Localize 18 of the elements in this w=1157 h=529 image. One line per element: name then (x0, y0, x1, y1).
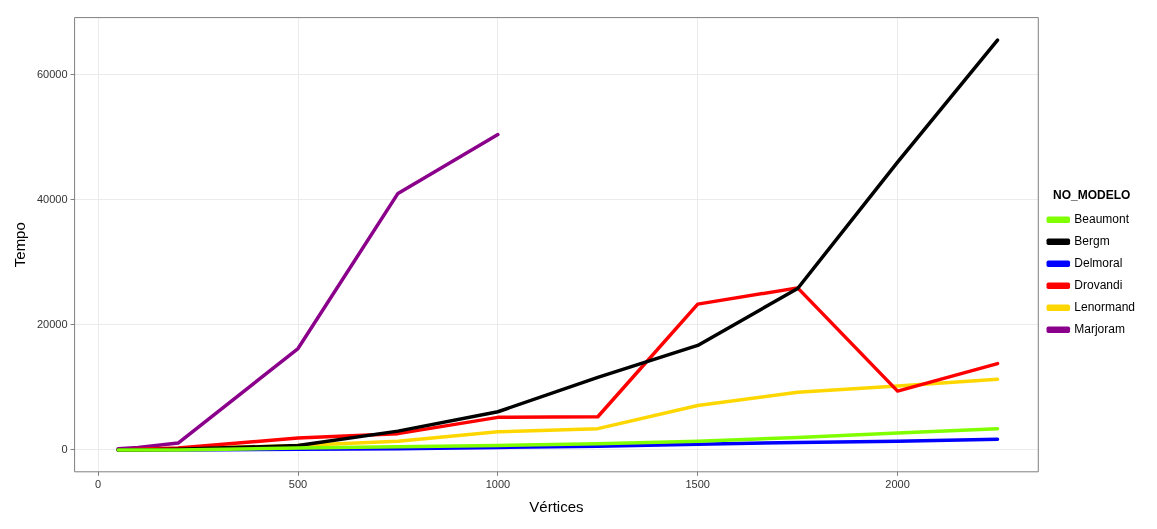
legend-label: Beaumont (1074, 212, 1130, 227)
legend-label: Marjoram (1074, 322, 1125, 337)
y-tick-label: 20000 (36, 317, 68, 330)
y-tick-label: 0 (61, 442, 68, 455)
legend-title: NO_MODELO (1052, 187, 1131, 202)
legend-label: Lenormand (1074, 300, 1136, 315)
x-tick-label: 0 (95, 478, 102, 491)
x-tick-label: 1000 (485, 478, 511, 491)
y-tick-label: 40000 (36, 192, 68, 205)
x-axis-title: Vértices (529, 498, 584, 516)
y-tick-label: 60000 (36, 67, 68, 80)
legend-label: Drovandi (1074, 278, 1123, 293)
legend-label: Delmoral (1074, 256, 1123, 271)
legend-label: Bergm (1074, 234, 1110, 249)
x-tick-label: 500 (288, 478, 308, 491)
y-axis-title: Tempo (11, 222, 29, 268)
x-tick-label: 2000 (885, 478, 910, 491)
x-tick-label: 1500 (685, 478, 710, 491)
